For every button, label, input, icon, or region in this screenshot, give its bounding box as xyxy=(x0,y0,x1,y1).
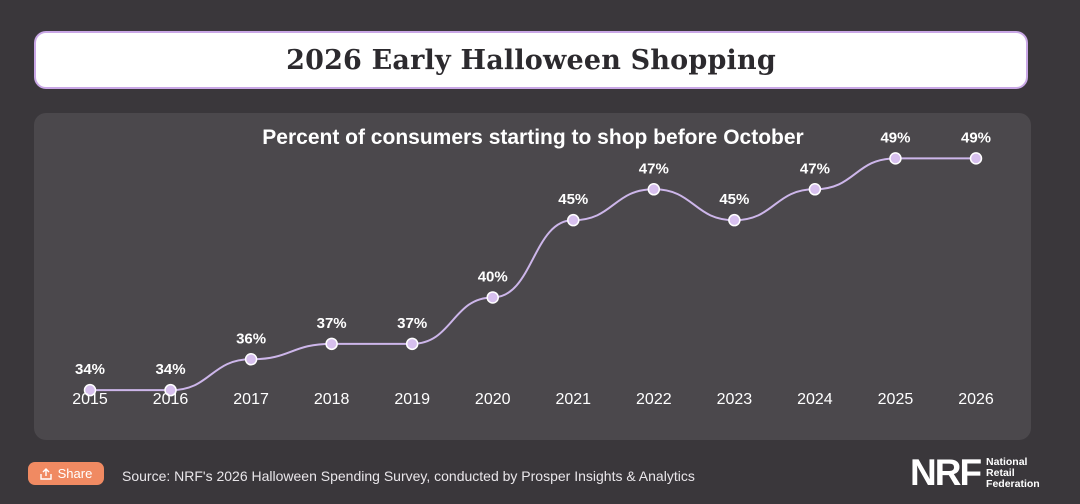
x-tick-label: 2022 xyxy=(636,391,672,408)
share-label: Share xyxy=(57,466,93,481)
data-point xyxy=(808,183,822,196)
logo-line: National xyxy=(986,455,1028,468)
data-point xyxy=(325,337,338,351)
data-point xyxy=(405,337,419,351)
data-label: 45% xyxy=(558,191,588,208)
logo-wordmark: National Retail Federation xyxy=(986,455,1040,490)
x-tick-label: 2015 xyxy=(72,391,108,408)
x-tick-label: 2024 xyxy=(797,391,833,408)
logo-line: Federation xyxy=(986,477,1040,490)
x-tick-label: 2018 xyxy=(314,391,350,408)
data-label: 45% xyxy=(719,191,749,208)
data-point xyxy=(969,152,983,165)
data-label: 37% xyxy=(397,315,427,332)
series-line xyxy=(90,157,976,392)
data-label: 40% xyxy=(478,268,508,285)
source-note: Source: NRF's 2026 Halloween Spending Su… xyxy=(122,468,695,484)
x-tick-label: 2016 xyxy=(153,391,189,408)
data-label: 49% xyxy=(880,129,910,146)
data-point xyxy=(244,353,258,366)
data-point xyxy=(647,183,661,196)
data-point xyxy=(164,383,177,397)
data-label: 37% xyxy=(317,315,347,332)
x-tick-label: 2019 xyxy=(394,391,430,408)
x-tick-label: 2017 xyxy=(233,391,269,408)
nrf-logo: NRF National Retail Federation xyxy=(910,452,1040,493)
data-label: 47% xyxy=(639,160,669,177)
data-point xyxy=(889,152,902,165)
data-point xyxy=(567,213,580,227)
x-tick-label: 2020 xyxy=(475,391,511,408)
data-label: 34% xyxy=(156,361,186,378)
data-label: 49% xyxy=(961,129,991,146)
data-point xyxy=(728,213,741,227)
data-point xyxy=(486,291,499,304)
chart-title: Percent of consumers starting to shop be… xyxy=(262,126,804,149)
x-tick-label: 2026 xyxy=(958,391,994,408)
title-card: 2026 Early Halloween Shopping xyxy=(34,31,1028,89)
data-label: 36% xyxy=(236,330,266,347)
data-point xyxy=(83,383,97,397)
x-tick-label: 2025 xyxy=(878,391,914,408)
share-button[interactable]: Share xyxy=(28,462,104,485)
data-label: 34% xyxy=(75,361,105,378)
data-label: 47% xyxy=(800,160,830,177)
logo-mark: NRF xyxy=(910,452,982,493)
x-tick-label: 2023 xyxy=(717,391,753,408)
logo-line: Retail xyxy=(986,466,1015,479)
x-tick-label: 2021 xyxy=(555,391,591,408)
page-title: 2026 Early Halloween Shopping xyxy=(286,44,776,76)
share-icon xyxy=(39,467,52,480)
